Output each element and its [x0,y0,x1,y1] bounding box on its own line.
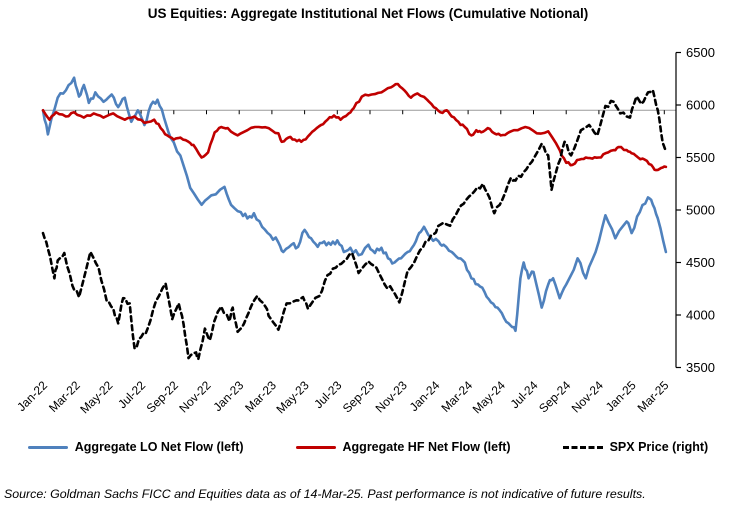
x-tick-label: Mar-25 [635,378,672,415]
x-tick-label: May-24 [470,378,508,416]
x-tick-label: Mar-22 [46,378,83,415]
lo-series-line [41,76,668,333]
y-tick-label: 6500 [686,45,715,60]
chart-title: US Equities: Aggregate Institutional Net… [147,6,589,21]
x-tick-label: Nov-23 [373,378,410,415]
x-tick-label: May-23 [274,378,312,416]
legend-label-lo: Aggregate LO Net Flow (left) [74,440,244,454]
y-tick-label: 6000 [686,98,715,113]
y-tick-label: 5500 [686,150,715,165]
y-tick-label: 5000 [686,203,715,218]
y-tick-label: 3500 [686,360,715,375]
x-tick-label: May-22 [77,378,115,416]
x-tick-label: Jan-23 [210,378,246,414]
y-tick-label: 4000 [686,308,715,323]
chart-legend: Aggregate LO Net Flow (left) Aggregate H… [0,440,736,454]
x-tick-label: Mar-24 [438,378,475,415]
legend-item-spx: SPX Price (right) [562,440,709,454]
x-tick-label: Jan-25 [603,378,639,414]
source-note: Source: Goldman Sachs FICC and Equities … [4,487,646,501]
x-tick-label: Jan-24 [407,378,443,414]
legend-label-hf: Aggregate HF Net Flow (left) [342,440,511,454]
x-tick-label: Sep-22 [144,378,181,415]
net-flows-spx-chart: 6500 6000 5500 5000 4500 4000 3500 Jan-22Mar-22… [14,45,715,416]
legend-item-lo: Aggregate LO Net Flow (left) [27,440,244,454]
legend-item-hf: Aggregate HF Net Flow (left) [295,440,511,454]
hf-series-line [41,82,668,172]
x-tick-label: Nov-24 [569,378,606,415]
legend-label-spx: SPX Price (right) [609,440,709,454]
x-tick-label: Mar-23 [242,378,279,415]
spx-line-swatch [562,445,603,449]
x-tick-label: Nov-22 [176,378,213,415]
x-tick-label: Sep-23 [340,378,377,415]
x-tick-label: Sep-24 [536,378,573,415]
spx-series-line [41,89,668,361]
y-tick-label: 4500 [686,255,715,270]
hf-line-swatch [295,445,336,449]
x-tick-label: Jan-22 [14,378,50,414]
lo-line-swatch [27,445,68,449]
